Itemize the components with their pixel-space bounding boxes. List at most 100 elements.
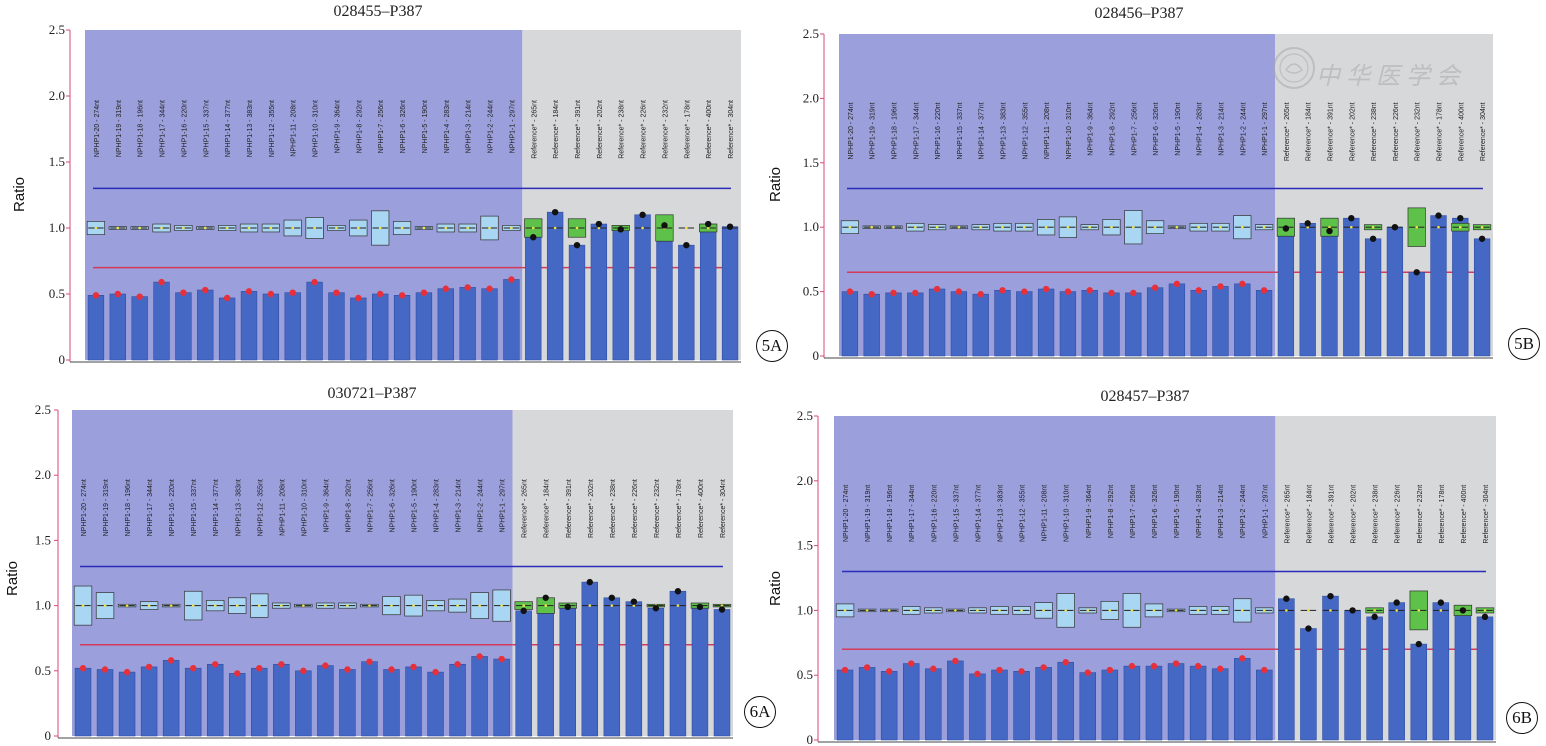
ratio-bar — [568, 244, 586, 361]
median-point — [1001, 225, 1004, 229]
probe-label: Reference* - 202nt — [597, 100, 604, 159]
probe-label: NPHP1-15 - 337nt — [957, 102, 964, 159]
median-point — [914, 225, 917, 229]
y-tick-label: 0.5 — [35, 663, 51, 678]
median-point — [1130, 609, 1134, 612]
y-tick-label: 0.5 — [803, 284, 819, 299]
median-point — [1371, 225, 1375, 229]
ratio-dot — [114, 290, 122, 298]
ratio-dot — [608, 594, 616, 601]
y-tick-label: 1.5 — [797, 538, 813, 553]
ratio-bar — [1123, 665, 1141, 741]
probe-label: Reference* - 304nt — [1483, 485, 1490, 544]
ratio-bar — [841, 291, 859, 357]
ratio-bar — [1430, 215, 1447, 357]
median-point — [324, 604, 327, 607]
y-tick-label: 0 — [813, 348, 820, 363]
ratio-bar — [634, 214, 651, 361]
ratio-dot — [1282, 225, 1290, 232]
ratio-bar — [1145, 665, 1163, 741]
ratio-bar — [339, 669, 356, 737]
ratio-bar — [393, 295, 411, 361]
y-tick-label: 2.5 — [797, 408, 813, 423]
ratio-bar — [1255, 290, 1273, 357]
ratio-dot — [1108, 289, 1115, 297]
probe-label: NPHP1-15 - 337nt — [953, 485, 960, 542]
median-point — [1263, 609, 1266, 612]
ratio-bar — [1057, 661, 1074, 741]
ratio-bar — [907, 292, 924, 357]
probe-label: NPHP1-6 - 326nt — [389, 479, 396, 532]
watermark-seal-icon — [1273, 47, 1315, 89]
median-point — [1064, 609, 1067, 612]
probe-label: NPHP1-14 - 377nt — [213, 479, 220, 536]
median-point — [1088, 225, 1091, 229]
ratio-dot — [476, 653, 483, 660]
probe-label: NPHP1-4 - 283nt — [1197, 102, 1204, 155]
ratio-bar — [928, 288, 946, 357]
ratio-dot — [300, 667, 307, 674]
chart-6A-svg: 0 0.5 1.0 1.5 2.0 2.5 NPHP1-20 - 274nt NPHP1-19… — [35, 402, 733, 743]
ratio-bar — [1366, 616, 1383, 741]
median-point — [225, 226, 229, 230]
ratio-bar — [1211, 668, 1229, 741]
ratio-bar — [1343, 217, 1360, 357]
median-point — [213, 604, 217, 607]
ratio-dot — [377, 290, 384, 298]
probe-label: Reference* - 184nt — [553, 100, 560, 159]
probe-label: Reference* - 265nt — [522, 479, 529, 538]
probe-label: NPHP1-3 - 214nt — [466, 100, 473, 153]
median-point — [346, 604, 349, 607]
probe-label: Reference* - 226nt — [1393, 102, 1400, 161]
test-region — [85, 30, 523, 360]
probe-label: NPHP1-7 - 256nt — [367, 479, 374, 532]
ratio-bar — [691, 606, 709, 737]
ratio-dot — [1130, 289, 1137, 297]
median-point — [235, 604, 239, 607]
probe-label: Reference* - 232nt — [1417, 485, 1424, 544]
probe-label: NPHP1-11 - 208nt — [1042, 485, 1049, 542]
ratio-bar — [1278, 598, 1295, 741]
ratio-bar — [972, 293, 989, 357]
ratio-bar — [1322, 595, 1339, 741]
y-tick-label: 2.5 — [49, 22, 65, 37]
ratio-dot — [661, 222, 668, 229]
ratio-bar — [229, 673, 246, 737]
ratio-bar — [1081, 290, 1098, 357]
probe-label: NPHP1-18 - 196nt — [125, 479, 132, 536]
ratio-dot — [1371, 613, 1378, 621]
ratio-dot — [1150, 662, 1158, 670]
ratio-dot — [696, 603, 704, 611]
median-point — [1241, 225, 1244, 229]
y-tick-label: 2.0 — [49, 88, 65, 103]
y-tick-label: 1.0 — [797, 602, 813, 617]
probe-label: Reference* - 391nt — [1329, 485, 1336, 544]
chart-panel-5A: 0 0.5 1.0 1.5 2.0 2.5 NPHP1-20 - 274nt NPHP1-19… — [0, 0, 788, 370]
median-point — [94, 226, 98, 230]
median-point — [1174, 609, 1178, 612]
probe-label: NPHP1-8 - 292nt — [345, 479, 352, 532]
ratio-dot — [366, 658, 373, 665]
median-point — [1175, 225, 1179, 229]
ratio-bar — [947, 660, 964, 741]
ratio-dot — [955, 288, 963, 295]
ratio-dot — [123, 668, 131, 676]
ratio-bar — [925, 668, 942, 741]
ratio-bar — [218, 297, 236, 361]
probe-label: Reference* - 178nt — [684, 100, 691, 159]
ratio-bar — [1103, 292, 1120, 357]
probe-label: NPHP1-7 - 256nt — [1131, 102, 1138, 155]
probe-label: NPHP1-9 - 364nt — [1086, 485, 1093, 538]
y-axis-label: Ratio — [767, 570, 785, 607]
median-point — [531, 226, 535, 230]
median-point — [976, 609, 979, 612]
ratio-bar — [863, 293, 880, 357]
probe-label: NPHP1-15 - 337nt — [203, 100, 210, 157]
median-point — [280, 604, 283, 607]
probe-label: NPHP1-20 - 274nt — [848, 102, 855, 159]
probe-label: NPHP1-17 - 344nt — [147, 479, 154, 536]
ratio-bar — [880, 671, 898, 741]
probe-label: NPHP1-8 - 292nt — [356, 100, 363, 153]
median-point — [553, 226, 557, 230]
probe-label: NPHP1-13 - 383nt — [235, 479, 242, 536]
